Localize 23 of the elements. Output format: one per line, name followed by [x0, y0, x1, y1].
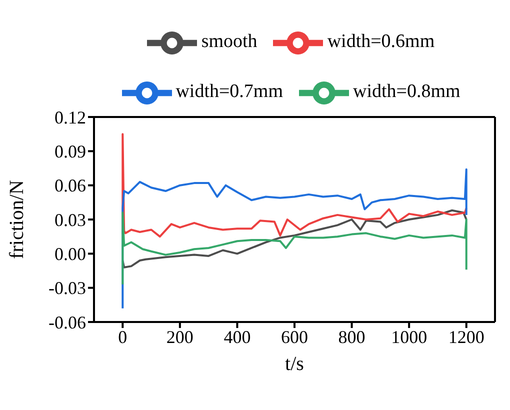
- legend-label: width=0.6mm: [327, 31, 435, 52]
- y-tick-label: -0.06: [48, 312, 86, 332]
- x-tick-label: 400: [224, 326, 251, 347]
- x-tick-label: 0: [118, 326, 128, 347]
- legend-label: width=0.8mm: [353, 81, 460, 102]
- x-axis-title: t/s: [285, 353, 304, 375]
- y-tick-label: -0.03: [48, 278, 86, 298]
- x-tick-label: 800: [338, 326, 366, 347]
- line-series: [122, 133, 468, 238]
- y-tick-label: 0.03: [54, 210, 86, 230]
- y-tick-label: 0.00: [54, 244, 86, 264]
- y-axis-title: friction/N: [6, 180, 28, 259]
- x-tick-label: 200: [166, 326, 194, 347]
- line-series: [122, 209, 468, 268]
- y-tick-label: 0.09: [54, 142, 86, 162]
- legend-label: smooth: [201, 31, 258, 52]
- x-tick-label: 600: [281, 326, 308, 347]
- x-tick-label: 1000: [391, 326, 428, 347]
- line-series: [122, 212, 468, 286]
- y-tick-label: 0.12: [54, 107, 86, 128]
- legend-label: width=0.7mm: [176, 81, 283, 102]
- x-tick-label: 1200: [448, 326, 484, 347]
- y-tick-label: 0.06: [54, 176, 86, 196]
